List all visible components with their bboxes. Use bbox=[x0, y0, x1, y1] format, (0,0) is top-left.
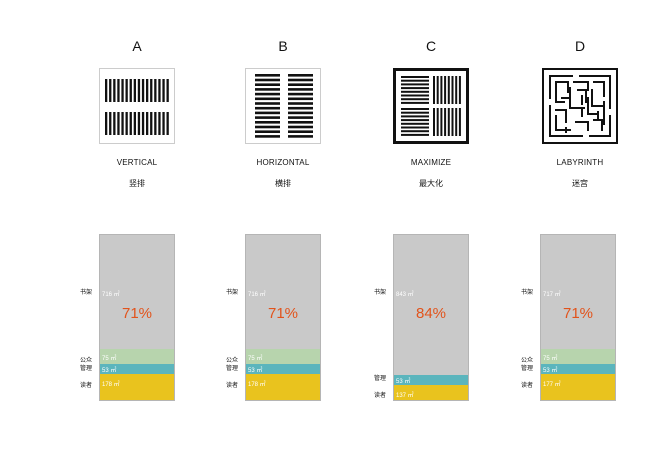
column-a-side-public: 公众 bbox=[79, 358, 92, 364]
column-d-percent: 71% bbox=[562, 305, 594, 322]
column-a-letter: A bbox=[132, 38, 142, 54]
maximize-layout-icon bbox=[393, 68, 469, 144]
column-b-side-admin: 管理 bbox=[225, 366, 238, 372]
column-a-bar: 716 ㎡ 71% 75 ㎡ 53 ㎡ 178 ㎡ bbox=[99, 234, 175, 401]
column-d-side-reader: 读者 bbox=[520, 383, 533, 389]
column-a-book-area: 716 ㎡ bbox=[102, 292, 120, 298]
column-b-book-area: 716 ㎡ bbox=[248, 292, 266, 298]
column-a-public-segment: 75 ㎡ bbox=[100, 349, 174, 364]
column-c-admin-segment: 53 ㎡ bbox=[394, 375, 468, 385]
column-a-side-reader: 读者 bbox=[79, 383, 92, 389]
column-d-reader-segment: 177 ㎡ bbox=[541, 374, 615, 400]
column-b-letter: B bbox=[278, 38, 288, 54]
column-d-admin-segment: 53 ㎡ bbox=[541, 364, 615, 374]
column-a-reader-area: 178 ㎡ bbox=[102, 382, 120, 388]
column-a-reader-segment: 178 ㎡ bbox=[100, 374, 174, 400]
column-d-letter: D bbox=[574, 38, 586, 54]
column-b-side-public: 公众 bbox=[225, 358, 238, 364]
column-d-admin-area: 53 ㎡ bbox=[543, 368, 558, 374]
column-d-side-book: 书架 bbox=[520, 290, 533, 296]
column-d-side-public: 公众 bbox=[520, 358, 533, 364]
column-c-bar: 843 ㎡ 84% 53 ㎡ 137 ㎡ bbox=[393, 234, 469, 401]
column-c-side-admin: 管理 bbox=[373, 376, 386, 382]
column-b-admin-segment: 53 ㎡ bbox=[246, 364, 320, 374]
column-b-bar: 716 ㎡ 71% 75 ㎡ 53 ㎡ 178 ㎡ bbox=[245, 234, 321, 401]
column-d-reader-area: 177 ㎡ bbox=[543, 382, 561, 388]
column-c-percent: 84% bbox=[415, 305, 447, 322]
column-b-admin-area: 53 ㎡ bbox=[248, 368, 263, 374]
column-b-name-en: HORIZONTAL bbox=[256, 158, 310, 167]
column-b-percent: 71% bbox=[267, 305, 299, 322]
column-b-side-reader: 读者 bbox=[225, 383, 238, 389]
column-a-name-en: VERTICAL bbox=[116, 158, 158, 167]
column-b-side-book: 书架 bbox=[225, 290, 238, 296]
column-b-reader-segment: 178 ㎡ bbox=[246, 374, 320, 400]
column-a-side-book: 书架 bbox=[79, 290, 92, 296]
column-d-name-en: LABYRINTH bbox=[556, 158, 604, 167]
column-c-letter: C bbox=[425, 38, 437, 54]
column-c-reader-segment: 137 ㎡ bbox=[394, 385, 468, 400]
column-d-name-cn: 迷宫 bbox=[572, 179, 588, 188]
column-a-admin-segment: 53 ㎡ bbox=[100, 364, 174, 374]
column-a-name-cn: 竖排 bbox=[129, 179, 145, 188]
column-c-name-cn: 最大化 bbox=[419, 179, 443, 188]
column-a-side-admin: 管理 bbox=[79, 366, 92, 372]
horizontal-layout-icon bbox=[245, 68, 321, 144]
column-b-name-cn: 横排 bbox=[275, 179, 291, 188]
column-c-side-reader: 读者 bbox=[373, 393, 386, 399]
column-b-public-area: 75 ㎡ bbox=[248, 356, 263, 362]
column-c-admin-area: 53 ㎡ bbox=[396, 379, 411, 385]
column-a-public-area: 75 ㎡ bbox=[102, 356, 117, 362]
column-d-bar: 717 ㎡ 71% 75 ㎡ 53 ㎡ 177 ㎡ bbox=[540, 234, 616, 401]
column-b-public-segment: 75 ㎡ bbox=[246, 349, 320, 364]
column-d-public-segment: 75 ㎡ bbox=[541, 349, 615, 364]
labyrinth-layout-icon bbox=[542, 68, 618, 144]
column-a-percent: 71% bbox=[121, 305, 153, 322]
column-c-reader-area: 137 ㎡ bbox=[396, 393, 414, 399]
column-d-public-area: 75 ㎡ bbox=[543, 356, 558, 362]
column-a-admin-area: 53 ㎡ bbox=[102, 368, 117, 374]
column-b-reader-area: 178 ㎡ bbox=[248, 382, 266, 388]
column-d-book-area: 717 ㎡ bbox=[543, 292, 561, 298]
column-c-side-book: 书架 bbox=[373, 290, 386, 296]
column-c-book-area: 843 ㎡ bbox=[396, 292, 414, 298]
vertical-layout-icon bbox=[99, 68, 175, 144]
column-d-side-admin: 管理 bbox=[520, 366, 533, 372]
column-c-name-en: MAXIMIZE bbox=[410, 158, 452, 167]
